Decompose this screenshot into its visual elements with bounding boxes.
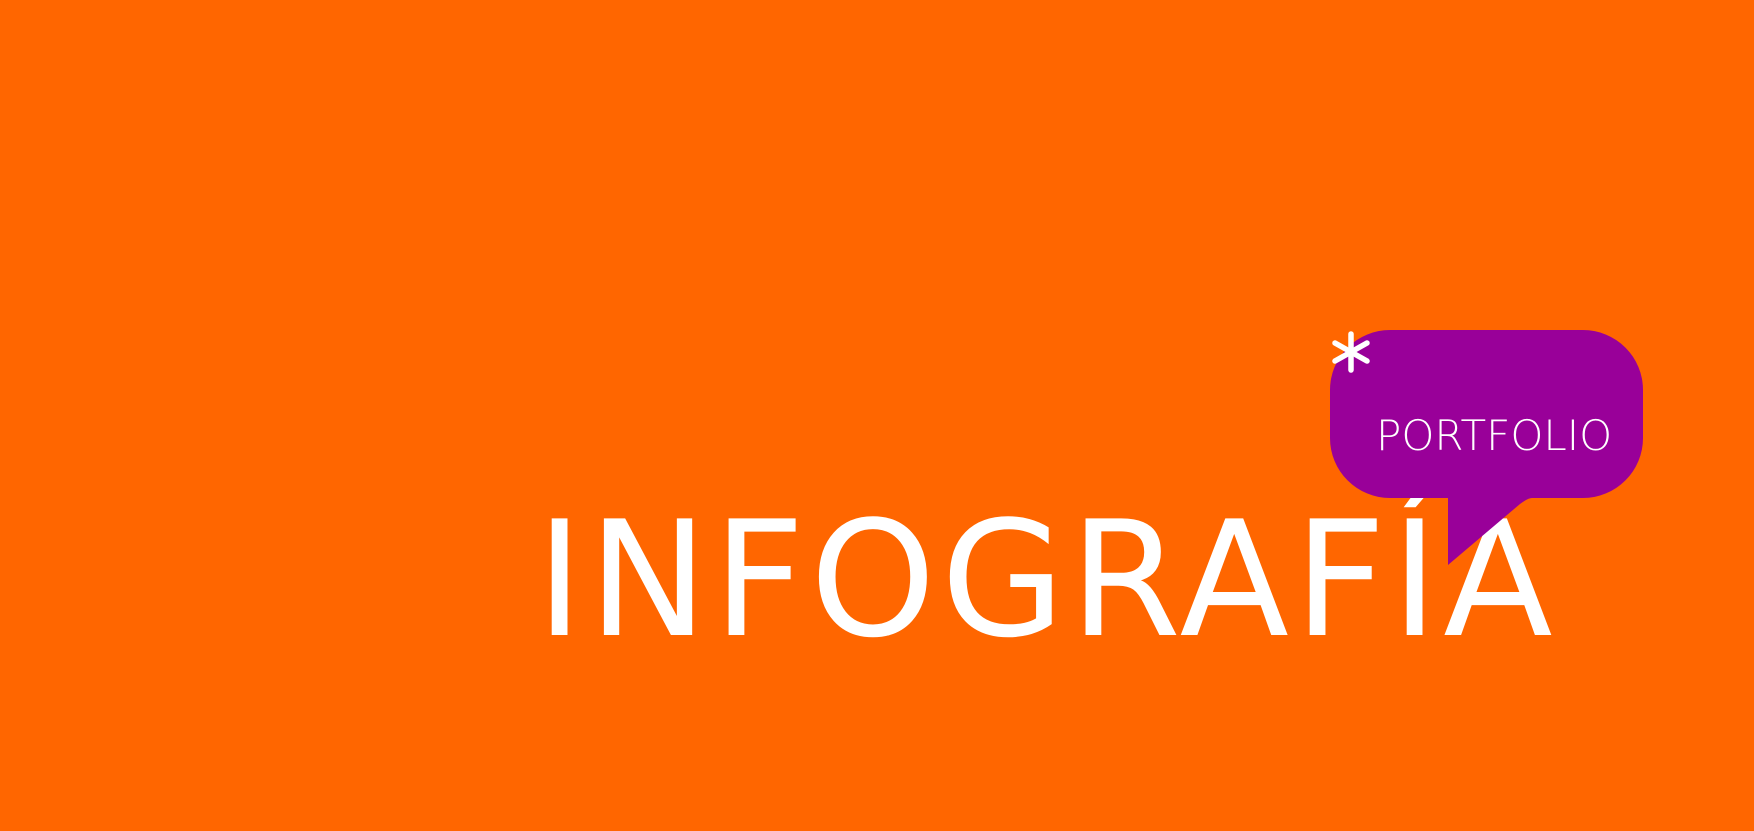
speech-bubble-shape xyxy=(1330,330,1643,565)
page-title: INFOGRAFÍA xyxy=(536,486,1558,673)
portfolio-speech-bubble: PORTFOLIO xyxy=(1330,330,1643,565)
asterisk-icon xyxy=(1332,331,1370,373)
portfolio-label: PORTFOLIO xyxy=(1376,411,1613,460)
